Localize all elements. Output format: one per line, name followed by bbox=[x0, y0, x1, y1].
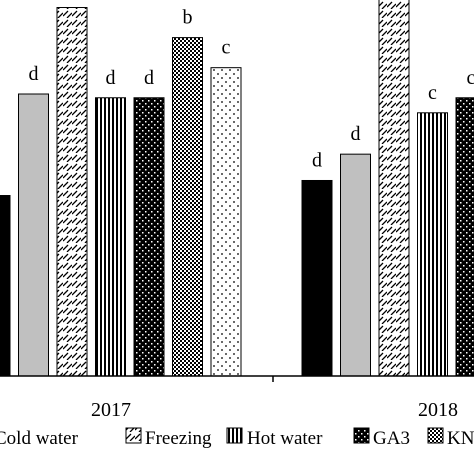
legend-item-hot-water: Hot water bbox=[226, 427, 323, 449]
bar-label-2017-series-1: d bbox=[29, 63, 39, 85]
legend-item-freezing: Freezing bbox=[125, 427, 212, 449]
legend-swatch-freezing bbox=[125, 427, 142, 444]
legend-item-cold-water: Cold water bbox=[0, 428, 79, 449]
bar-label-2018-series-0: d bbox=[312, 149, 322, 171]
bar-2017-series-3 bbox=[95, 97, 126, 377]
bar-label-2017-series-4: d bbox=[144, 67, 154, 89]
bar-label-2018-series-3: c bbox=[428, 82, 437, 104]
bars-layer bbox=[0, 0, 474, 377]
bar-2018-series-3 bbox=[417, 112, 448, 377]
bar-label-2017-series-5: b bbox=[183, 7, 193, 29]
category-label-2018: 2018 bbox=[418, 399, 458, 421]
bar-labels-layer: daddbcddacc bbox=[29, 7, 474, 172]
bar-2018-series-0 bbox=[301, 179, 333, 377]
bar-2017-series-2 bbox=[56, 7, 88, 377]
legend-label-cold-water: Cold water bbox=[0, 428, 79, 449]
bar-2017-series-4 bbox=[133, 97, 165, 377]
legend-label-ga3: GA3 bbox=[373, 428, 410, 449]
bar-2018-series-2 bbox=[378, 0, 410, 377]
bar-2017-series-1 bbox=[18, 93, 49, 377]
bar-label-2017-series-3: d bbox=[106, 67, 116, 89]
bar-2018-series-1 bbox=[340, 153, 371, 377]
legend-label-freezing: Freezing bbox=[145, 428, 212, 449]
bar-2017-series-0 bbox=[0, 195, 11, 377]
bar-label-2018-series-1: d bbox=[351, 123, 361, 145]
legend-swatch-kn bbox=[427, 427, 444, 444]
legend-label-kn: KN bbox=[447, 428, 474, 449]
bar-label-2018-series-4: c bbox=[467, 67, 474, 89]
legend-label-hot-water: Hot water bbox=[247, 428, 323, 449]
category-label-2017: 2017 bbox=[91, 399, 131, 421]
bar-label-2017-series-6: c bbox=[222, 37, 231, 59]
legend: Cold water Freezing Hot water GA3 KN bbox=[0, 427, 474, 449]
legend-item-ga3: GA3 bbox=[353, 427, 410, 449]
legend-item-kn: KN bbox=[427, 427, 474, 449]
legend-swatch-hot-water bbox=[226, 427, 243, 444]
bar-2017-series-5 bbox=[172, 37, 203, 377]
bar-2018-series-4 bbox=[455, 97, 474, 377]
legend-swatch-ga3 bbox=[353, 427, 370, 444]
bar-2017-series-6 bbox=[210, 67, 242, 377]
